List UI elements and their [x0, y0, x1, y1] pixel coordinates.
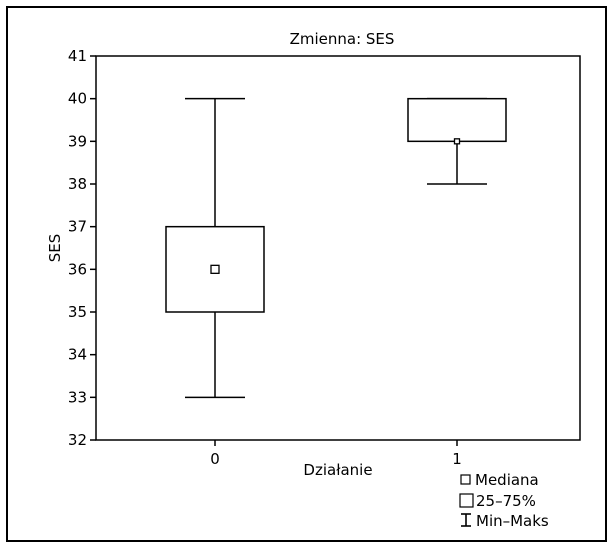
y-tick-label: 39 — [68, 132, 87, 150]
median-marker — [453, 138, 461, 145]
plot-area — [95, 55, 581, 441]
y-tick-label: 35 — [68, 303, 87, 321]
legend-median-label: Mediana — [475, 471, 539, 489]
y-tick-label: 34 — [68, 346, 87, 364]
y-tick-label: 41 — [68, 47, 87, 65]
y-tick-label: 37 — [68, 218, 87, 236]
y-tick-label: 33 — [68, 388, 87, 406]
figure-frame — [6, 6, 607, 542]
legend-whisker-icon — [461, 513, 471, 527]
y-axis-label: SES — [46, 234, 64, 263]
y-tick-label: 32 — [68, 431, 87, 449]
y-tick-label: 38 — [68, 175, 87, 193]
x-axis-label: Działanie — [303, 461, 372, 479]
chart-title: Zmienna: SES — [290, 30, 395, 48]
legend: Mediana 25–75% Min–Maks — [459, 471, 549, 530]
box-group-0 — [165, 97, 265, 399]
x-tick-label: 0 — [210, 450, 220, 468]
box-group-1 — [407, 97, 507, 185]
y-tick-label: 36 — [68, 260, 87, 278]
legend-box-label: 25–75% — [476, 492, 536, 510]
legend-median-icon — [460, 474, 471, 485]
x-tick-label: 1 — [452, 450, 462, 468]
median-marker — [210, 264, 220, 274]
legend-box-icon — [459, 493, 474, 508]
boxes — [165, 97, 507, 399]
legend-whisker-label: Min–Maks — [476, 512, 549, 530]
iqr-box — [407, 97, 507, 143]
y-tick-label: 40 — [68, 90, 87, 108]
y-axis: 32 33 34 35 36 37 38 39 40 41 — [68, 47, 96, 449]
